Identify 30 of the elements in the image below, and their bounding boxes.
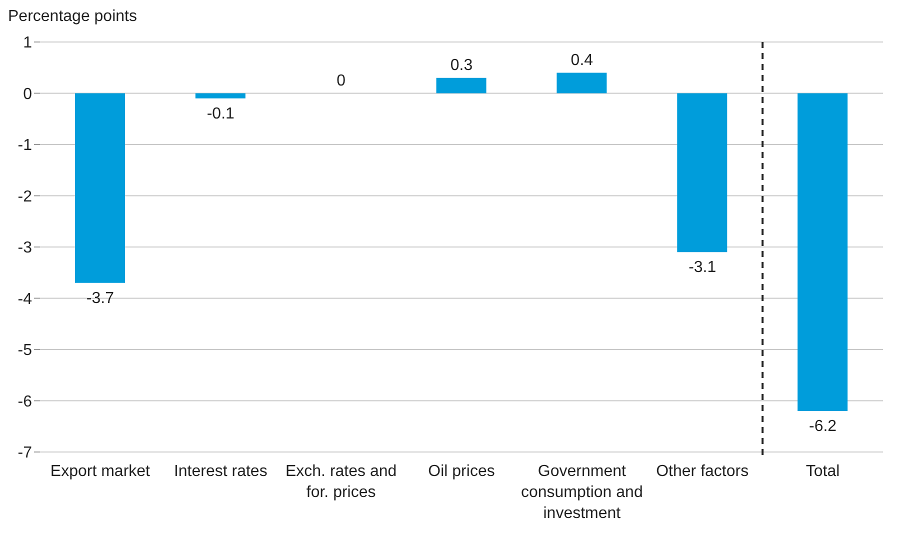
bar [436, 78, 486, 94]
x-tick-label: Oil prices [428, 463, 495, 480]
data-label: 0.3 [450, 56, 473, 74]
data-label: -3.7 [86, 290, 114, 307]
x-tick-label: Total [806, 463, 840, 480]
y-tick-label: -2 [18, 188, 32, 206]
bar [195, 93, 246, 98]
y-tick-label: -4 [18, 290, 32, 308]
data-label: -3.1 [688, 259, 716, 276]
bar [75, 93, 125, 283]
y-tick-label: -7 [18, 444, 32, 462]
bar [677, 93, 728, 252]
y-tick-label: 0 [23, 86, 32, 103]
bar [798, 93, 848, 411]
x-tick-label: Interest rates [174, 463, 268, 480]
y-tick-label: -5 [18, 342, 32, 360]
data-label: -0.1 [206, 105, 235, 122]
x-tick-label: Exch. rates and for. prices [285, 463, 397, 501]
y-tick-label: -1 [18, 137, 32, 154]
x-tick-label: Other factors [656, 463, 749, 480]
data-label: -6.2 [808, 418, 837, 435]
y-tick-label: -6 [18, 393, 32, 410]
y-axis-title: Percentage points [8, 8, 137, 26]
data-label: 0.4 [570, 52, 594, 69]
y-tick-label: -3 [18, 240, 32, 257]
bar [556, 72, 607, 94]
data-label: 0 [336, 72, 346, 90]
y-tick-label: 1 [23, 34, 32, 52]
x-tick-label: Export market [50, 463, 151, 480]
x-tick-label: Government consumption and investment [521, 463, 643, 522]
